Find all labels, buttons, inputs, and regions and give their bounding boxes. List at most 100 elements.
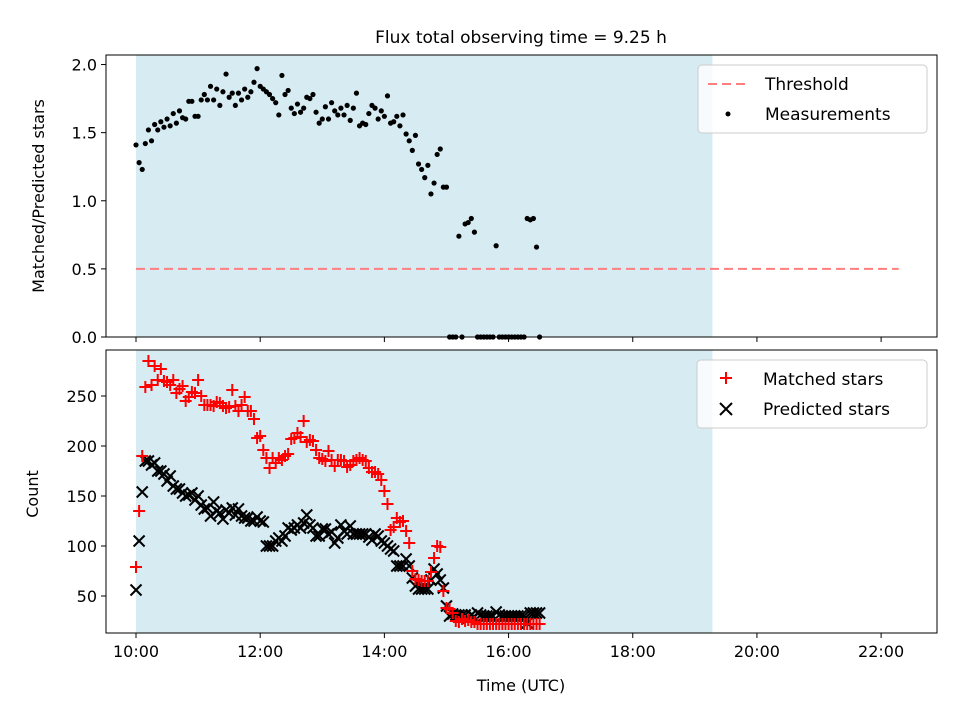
measurement-point	[294, 101, 301, 107]
predicted-star-point	[132, 534, 146, 548]
ratio-legend-box	[697, 64, 928, 134]
measurement-point	[176, 108, 183, 114]
measurement-point	[319, 116, 325, 122]
measurement-point	[229, 90, 235, 96]
measurement-point	[310, 91, 316, 98]
predicted-star-point	[163, 469, 177, 483]
y-tick-label: 0.0	[72, 328, 97, 347]
measurement-point	[443, 184, 450, 190]
x-tick-label: 18:00	[610, 642, 656, 661]
measurement-point	[195, 113, 201, 119]
predicted-star-point	[151, 464, 164, 478]
measurement-point	[347, 117, 353, 123]
legend-measurements-label: Measurements	[765, 105, 891, 125]
matched-star-point	[263, 462, 276, 474]
measurement-point	[291, 110, 297, 117]
matched-star-point	[403, 537, 416, 549]
measurement-point	[223, 71, 229, 77]
measurement-point	[419, 166, 425, 173]
x-tick-label: 16:00	[486, 642, 532, 661]
measurement-point	[391, 119, 397, 125]
x-tick-label: 20:00	[734, 642, 780, 661]
x-tick-label: 10:00	[113, 642, 159, 661]
count-legend-box	[696, 359, 928, 429]
measurement-point	[344, 102, 350, 109]
matched-star-point	[306, 435, 319, 447]
predicted-star-point	[136, 485, 149, 499]
measurement-point	[214, 86, 220, 92]
measurement-point	[204, 97, 211, 103]
measurement-point	[148, 138, 155, 144]
measurement-point	[266, 91, 273, 98]
matched-star-point	[400, 525, 413, 537]
measurement-point	[211, 97, 217, 103]
y-tick-label: 1.5	[72, 124, 97, 143]
measurement-point	[412, 132, 419, 138]
legend-measurements-swatch	[725, 111, 731, 117]
measurement-point	[285, 87, 291, 94]
matched-star-point	[133, 505, 146, 517]
measurement-point	[409, 147, 415, 153]
matched-star-point	[195, 390, 208, 402]
measurement-point	[456, 233, 462, 239]
predicted-star-point	[129, 583, 143, 597]
measurement-point	[167, 123, 173, 129]
predicted-star-point	[356, 527, 369, 541]
measurement-point	[403, 131, 409, 137]
matched-star-point	[257, 444, 270, 456]
measurement-point	[173, 120, 179, 126]
matched-star-point	[446, 607, 459, 619]
predicted-star-point	[430, 567, 444, 581]
measurement-point	[232, 102, 238, 109]
measurement-point	[372, 105, 378, 111]
y-tick-label: 150	[66, 487, 97, 506]
matched-star-point	[381, 498, 394, 510]
measurement-point	[158, 119, 164, 125]
measurement-point	[316, 120, 322, 126]
matched-star-point	[437, 585, 450, 597]
measurement-point	[363, 121, 369, 128]
measurement-point	[307, 95, 313, 102]
measurement-point	[152, 121, 158, 128]
matched-star-point	[167, 374, 180, 386]
measurement-point	[207, 83, 214, 89]
matched-star-point	[297, 415, 310, 427]
measurement-point	[189, 98, 195, 104]
count-plot-frame	[105, 349, 938, 634]
measurement-point	[217, 102, 223, 109]
y-tick-label: 200	[66, 437, 97, 456]
matched-star-point	[130, 561, 143, 573]
measurement-point	[242, 86, 248, 92]
ratio-plot-frame	[105, 54, 938, 338]
y-tick-label: 100	[66, 537, 97, 556]
predicted-star-point	[207, 495, 220, 509]
predicted-star-point	[530, 606, 543, 620]
matched-star-point	[238, 391, 251, 403]
measurement-point	[384, 93, 391, 99]
measurement-point	[136, 160, 142, 166]
matched-star-point	[247, 413, 260, 425]
matched-star-point	[387, 521, 400, 533]
y-tick-label: 50	[77, 587, 97, 606]
predicted-star-point	[179, 489, 192, 503]
ratio-panel: Flux total observing time = 9.25 h 0.00.…	[29, 28, 938, 347]
ratio-shaded-interval	[136, 55, 713, 337]
measurement-point	[183, 116, 189, 122]
measurement-point	[270, 95, 276, 102]
measurement-point	[335, 112, 341, 118]
measurement-point	[375, 116, 381, 122]
x-tick-label: 12:00	[237, 642, 283, 661]
measurement-point	[133, 142, 139, 148]
predicted-star-point	[170, 482, 183, 496]
measurement-point	[394, 113, 400, 119]
matched-star-point	[375, 474, 388, 486]
predicted-star-point	[434, 573, 447, 587]
x-axis-label: Time (UTC)	[476, 676, 565, 695]
measurement-point	[279, 72, 285, 79]
matched-star-point	[533, 618, 546, 630]
measurement-point	[434, 151, 440, 158]
measurement-point	[397, 123, 403, 129]
measurement-point	[437, 146, 443, 152]
measurement-point	[251, 79, 257, 85]
